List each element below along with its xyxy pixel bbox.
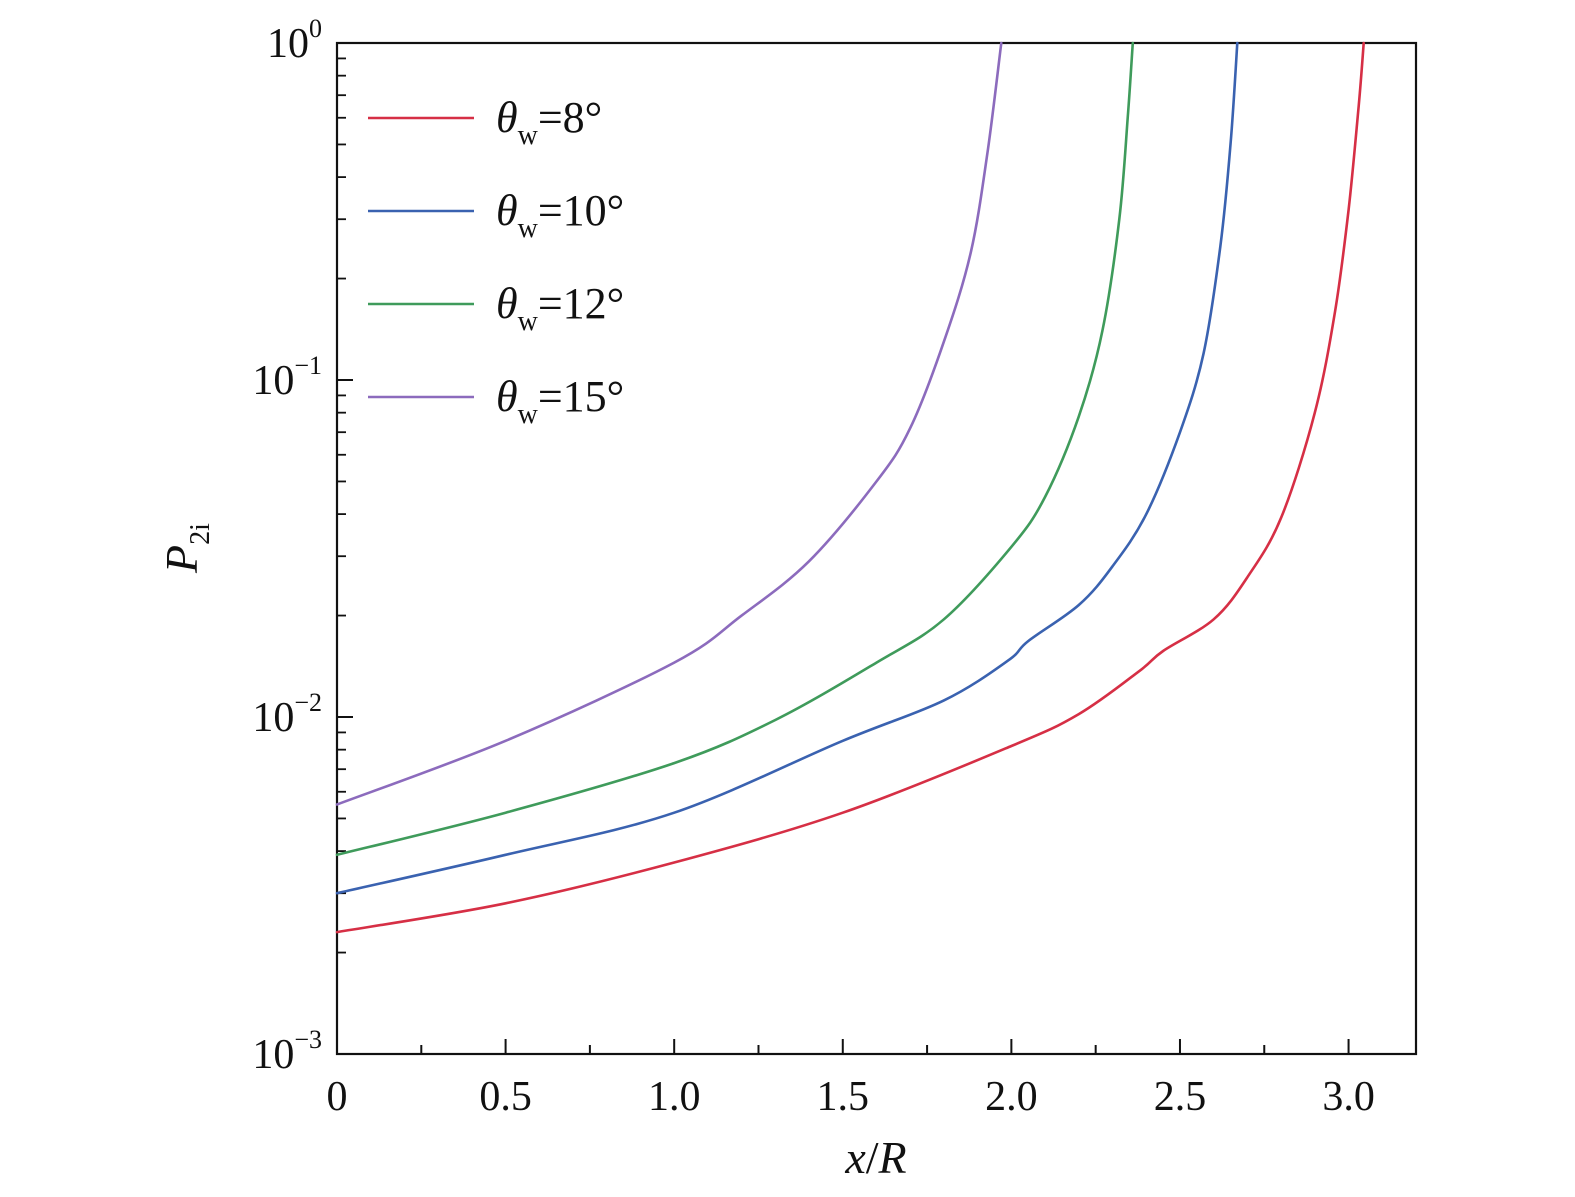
legend-label-1: θw=8° (496, 93, 602, 151)
x-tick-label: 0 (327, 1074, 348, 1120)
legend-label-4: θw=15° (496, 372, 624, 430)
x-axis-title: x/R (844, 1132, 906, 1183)
legend-label-2: θw=10° (496, 186, 624, 244)
y-tick-label: 10−1 (252, 351, 322, 404)
x-tick-label: 1.0 (648, 1074, 701, 1120)
x-axis: 0 0.5 1.0 1.5 2.0 2.5 3.0 (327, 1039, 1375, 1120)
series-lines (335, 41, 1365, 934)
y-axis: 10−3 10−2 10−1 100 (252, 14, 353, 1078)
x-tick-label: 2.0 (985, 1074, 1038, 1120)
y-tick-label: 10−2 (252, 688, 322, 741)
series-line-3 (335, 41, 1135, 857)
x-tick-label: 3.0 (1322, 1074, 1375, 1120)
x-tick-label: 1.5 (817, 1074, 870, 1120)
series-line-4 (335, 41, 1003, 806)
series-line-2 (335, 41, 1239, 895)
plot-frame (335, 41, 1418, 1056)
legend-label-3: θw=12° (496, 279, 624, 337)
x-tick-label: 0.5 (479, 1074, 532, 1120)
y-axis-title: P2i (156, 523, 216, 574)
y-tick-label: 100 (267, 14, 322, 67)
series-line-1 (335, 41, 1365, 934)
legend: θw=8° θw=10° θw=12° θw=15° (368, 93, 624, 430)
x-tick-label: 2.5 (1154, 1074, 1207, 1120)
y-tick-label: 10−3 (252, 1025, 322, 1078)
